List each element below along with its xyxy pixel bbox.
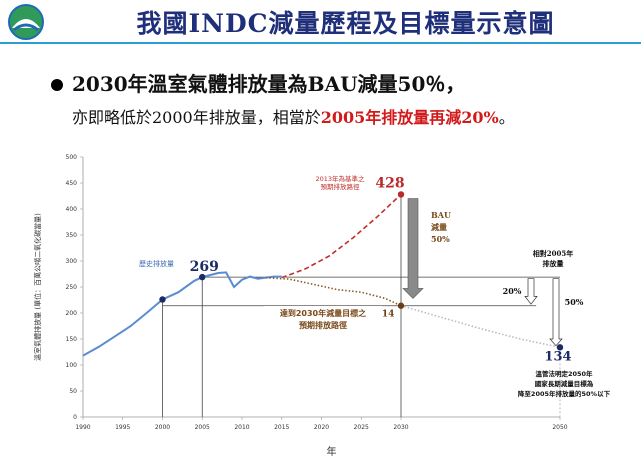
y-axis-label: 溫室氣體排放量 (單位：百萬公噸二氧化碳當量) [33,213,42,361]
y-tick-label: 450 [66,180,78,187]
x-tick-label: 2005 [195,424,210,431]
y-tick-label: 0 [73,414,77,421]
y-tick-label: 300 [66,258,78,265]
law-note-label: 降至2005年排放量的50%以下 [518,389,611,398]
data-point-marker [397,191,405,198]
x-tick-label: 2025 [354,424,369,431]
y-tick-label: 250 [66,284,78,291]
page-title: 我國INDC減量歷程及目標量示意圖 [136,9,555,38]
x-tick-label: 2010 [234,424,249,431]
series-line [82,271,282,357]
bullet-line-1: 2030年溫室氣體排放量為BAU減量50％， [72,72,466,96]
header-divider [0,42,641,44]
bau-reduction-label: BAU [431,210,451,220]
bullet-line-2-highlight: 2005年排放量再減20% [320,108,499,127]
bullet-dot-icon [51,79,63,91]
x-tick-label: 2020 [314,424,329,431]
bullet-line-2-plain: 亦即略低於2000年排放量，相當於 [72,108,321,127]
y-tick-label: 200 [66,310,78,317]
law-note-label: 溫管法明定2050年 [535,369,593,378]
y-tick-label: 100 [66,362,78,369]
series-line [400,304,561,349]
data-point-marker [397,302,405,309]
bau-path-label: 2013年為基準之 [315,174,365,183]
law-note-label: 國家長期減量目標為 [535,379,594,388]
data-label-134: 134 [544,349,571,364]
agency-logo-icon [8,4,44,40]
reduction-20pct-arrow [524,278,538,305]
bau-path-label: 預期排放路徑 [321,182,361,191]
bau-reduction-label: 減量 [431,222,447,232]
y-tick-label: 400 [66,206,78,213]
bau-reduction-arrow [402,198,424,299]
series-line [265,276,402,307]
x-tick-label: 2030 [393,424,408,431]
series-line [281,193,402,279]
y-tick-label: 150 [66,336,78,343]
y-tick-label: 50 [69,388,77,395]
data-label-428: 428 [375,175,404,191]
equiv-2005-label: 排放量 [543,259,564,268]
reduction-50pct-label: 50% [565,297,584,307]
reduction-20pct-label: 20% [503,286,522,296]
history-label: 歷史排放量 [139,259,174,268]
equiv-2005-label: 相對2005年 [533,249,573,258]
x-axis-label: 年 [327,445,337,458]
reduction-50pct-arrow [549,278,563,347]
bullet-line-2: 亦即略低於2000年排放量，相當於2005年排放量再減20%。 [72,104,515,128]
target-path-label: 預期排放路徑 [299,320,347,330]
data-label-2005: 269 [190,259,219,275]
x-tick-label: 2000 [155,424,170,431]
bau-reduction-label: 50% [431,234,450,244]
x-tick-label: 1990 [75,424,90,431]
target-path-label-box [264,306,382,334]
y-tick-label: 500 [66,154,78,161]
data-point-marker [159,296,166,303]
data-label-214: 214 [376,310,395,320]
y-tick-label: 350 [66,232,78,239]
data-point-marker [199,273,206,281]
x-tick-label: 2050 [552,424,567,431]
x-tick-label: 1995 [115,424,130,431]
data-point-marker [556,344,564,351]
x-tick-label: 2015 [274,424,289,431]
bullet-line-2-end: 。 [498,108,515,127]
target-path-label: 達到2030年減量目標之 [280,308,366,318]
header: 我國INDC減量歷程及目標量示意圖 [0,0,641,46]
